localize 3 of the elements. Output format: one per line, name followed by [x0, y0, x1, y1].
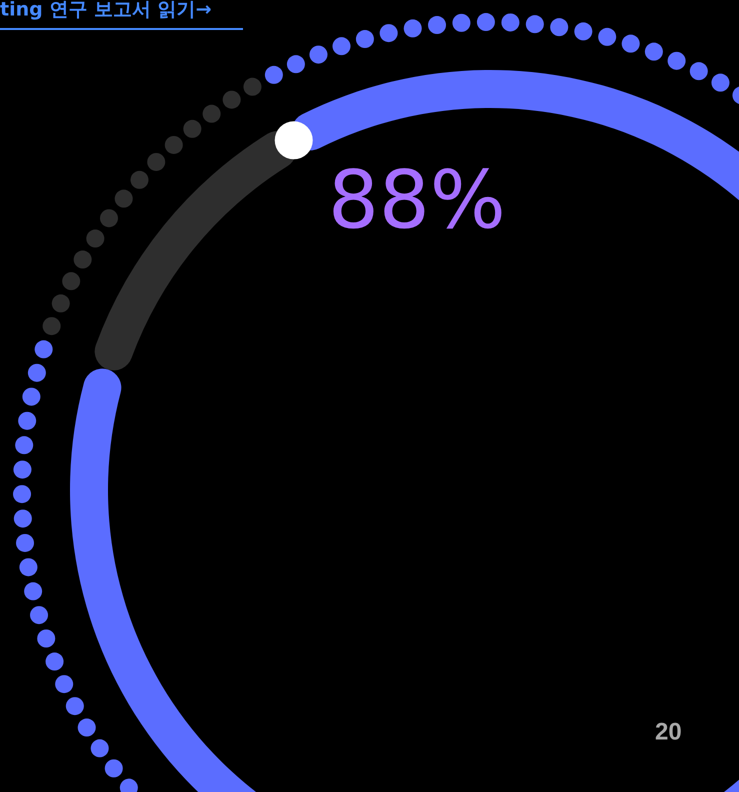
- data-label: 88%: [328, 154, 506, 246]
- text: 20: [655, 718, 682, 746]
- text: ting 연구 보고서 읽기→: [0, 0, 212, 20]
